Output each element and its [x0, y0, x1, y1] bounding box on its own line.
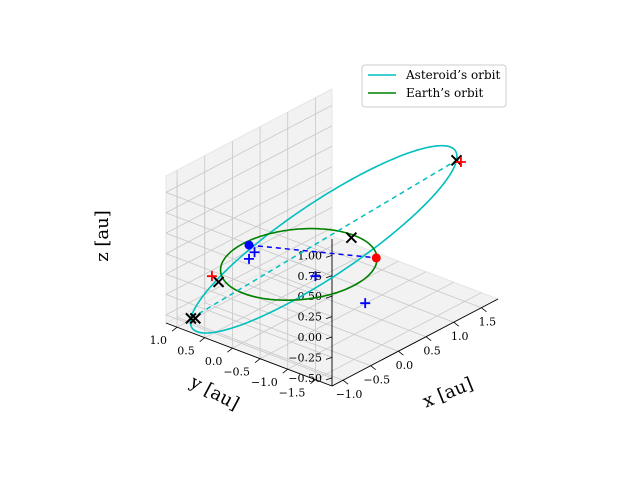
y-tick-label: 0.0: [205, 355, 223, 368]
z-tick: [325, 254, 333, 258]
grid-line-z-right: [165, 227, 333, 316]
y-tick: [199, 337, 205, 343]
markers: [185, 154, 466, 325]
y-tick: [310, 379, 316, 385]
y-tick-label: 1.0: [150, 334, 168, 347]
cross-marker: [185, 312, 197, 325]
x-tick: [481, 307, 487, 313]
legend-label-earth: Earth’s orbit: [406, 86, 483, 100]
x-tick: [342, 379, 349, 385]
z-tick-label: −0.25: [288, 351, 322, 364]
y-tick: [227, 347, 233, 353]
grid-line-z-right: [165, 207, 333, 295]
asteroid-axis-dashed-line: [190, 159, 457, 320]
legend-label-asteroid: Asteroid’s orbit: [405, 68, 500, 82]
x-tick-label: 0.5: [423, 345, 441, 358]
x-tick: [370, 365, 376, 371]
x-tick-label: −1.0: [336, 388, 363, 401]
axis-lines: [165, 239, 499, 387]
plus-marker: [455, 156, 466, 167]
y-tick-label: −1.0: [251, 376, 278, 389]
x-tick: [425, 336, 432, 342]
plus-marker: [360, 298, 371, 309]
y-tick: [282, 368, 288, 374]
cross-marker: [450, 154, 463, 167]
grid-line-z-right: [165, 145, 333, 234]
y-axis-line: [165, 322, 333, 387]
cross-marker: [212, 276, 225, 288]
x-tick-label: 0.0: [396, 359, 414, 372]
grid-line-z-left: [165, 273, 333, 338]
z-tick-label: −0.50: [288, 372, 322, 385]
z-tick: [325, 377, 333, 381]
x-axis-label: x [au]: [420, 373, 476, 412]
z-tick-label: 0.25: [298, 311, 323, 324]
x-tick: [453, 321, 459, 327]
z-tick: [325, 336, 333, 340]
grid-line-z-left: [165, 314, 333, 379]
circle-marker: [244, 240, 254, 250]
x-tick: [398, 350, 404, 356]
cross-marker: [189, 312, 202, 325]
z-axis-label: z [au]: [92, 210, 113, 262]
grid-line-z-right: [165, 166, 333, 254]
plus-marker: [249, 247, 260, 258]
grid-line-z-left: [165, 253, 333, 317]
plus-marker: [244, 253, 254, 264]
x-tick-label: 1.0: [451, 330, 469, 343]
y-tick: [254, 358, 261, 364]
x-tick-label: −0.5: [363, 374, 390, 387]
grid-line-z-right: [165, 125, 333, 214]
x-tick-label: 1.5: [479, 316, 497, 329]
plus-marker: [206, 271, 217, 282]
grid-line-y-floor: [315, 292, 482, 381]
node-dashed-line: [248, 244, 377, 259]
circle-marker: [371, 253, 381, 263]
legend: Asteroid’s orbit Earth’s orbit: [361, 64, 507, 108]
z-tick-label: 0.00: [298, 331, 323, 344]
y-tick-label: 0.5: [177, 345, 195, 358]
grid-line-z-left: [165, 232, 333, 297]
cross-marker: [345, 232, 358, 244]
earth-orbit-line: [219, 227, 378, 302]
grid-line-z-left: [165, 191, 333, 256]
plus-marker: [310, 271, 321, 282]
y-tick-label: −0.5: [223, 366, 250, 379]
z-tick: [325, 357, 333, 360]
z-tick: [325, 275, 333, 279]
x-axis-line: [331, 298, 499, 387]
z-tick: [325, 295, 333, 299]
z-tick-label: 1.00: [298, 249, 323, 262]
grid-line-z-left: [165, 294, 333, 358]
legend-frame: [361, 64, 507, 108]
grid-line-z-right: [165, 186, 333, 275]
y-tick: [171, 326, 178, 332]
y-tick-label: −1.5: [279, 387, 306, 400]
z-tick: [325, 316, 333, 319]
grid-line-z-right: [165, 104, 333, 193]
